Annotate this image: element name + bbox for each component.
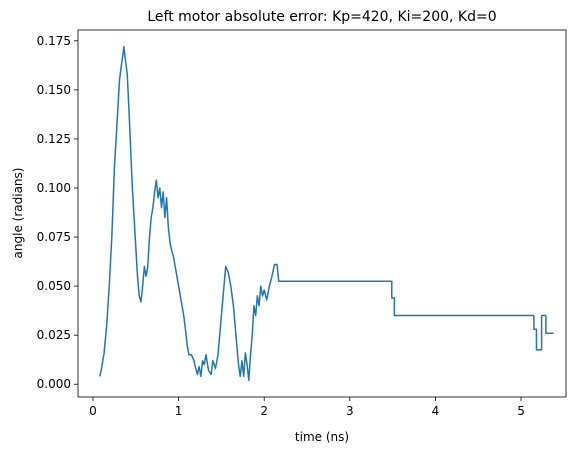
plot-frame bbox=[77, 29, 567, 398]
x-tick-label: 1 bbox=[175, 404, 183, 418]
y-tick-label: 0.125 bbox=[37, 132, 71, 146]
x-tick-label: 5 bbox=[517, 404, 525, 418]
y-tick-label: 0.175 bbox=[37, 34, 71, 48]
y-tick-label: 0.025 bbox=[37, 328, 71, 342]
y-axis-label: angle (radians) bbox=[11, 168, 25, 259]
line-series bbox=[99, 45, 554, 382]
x-tick-label: 3 bbox=[346, 404, 354, 418]
y-tick-label: 0.150 bbox=[37, 83, 71, 97]
x-tick-label: 0 bbox=[89, 404, 97, 418]
x-axis-label: time (ns) bbox=[295, 430, 349, 444]
y-tick-label: 0.050 bbox=[37, 279, 71, 293]
y-tick-label: 0.000 bbox=[37, 377, 71, 391]
y-tick-label: 0.075 bbox=[37, 230, 71, 244]
x-tick-label: 2 bbox=[260, 404, 268, 418]
x-tick-label: 4 bbox=[432, 404, 440, 418]
chart-title: Left motor absolute error: Kp=420, Ki=20… bbox=[147, 9, 496, 25]
y-tick-label: 0.100 bbox=[37, 181, 71, 195]
